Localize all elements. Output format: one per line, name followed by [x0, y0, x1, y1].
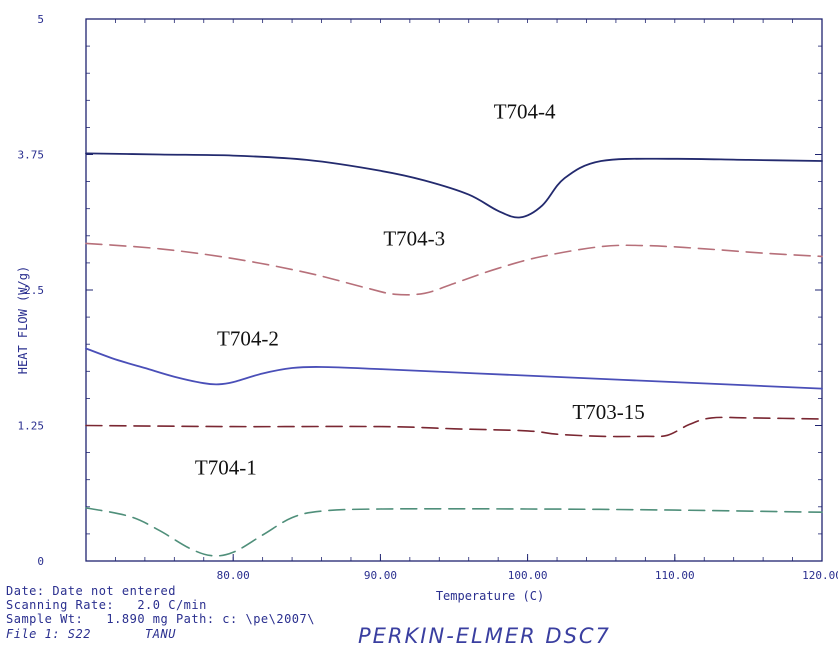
series-line-t704-2: [85, 347, 823, 390]
instrument-brand: PERKIN-ELMER DSC7: [358, 624, 611, 648]
footer-file: File 1: S22 TANU: [6, 627, 176, 641]
curve-label-t703-15: T703-15: [572, 400, 644, 424]
x-tick-label: 90.00: [364, 569, 397, 582]
x-tick-label: 80.00: [217, 569, 250, 582]
y-axis-title: HEAT FLOW (W/g): [16, 266, 30, 374]
x-tick-label: 110.00: [655, 569, 695, 582]
curve-label-t704-4: T704-4: [494, 100, 556, 124]
x-tick-label: 120.00: [802, 569, 838, 582]
curve-label-t704-1: T704-1: [195, 455, 257, 479]
curve-label-t704-3: T704-3: [383, 227, 445, 251]
series-line-t704-3: [85, 242, 823, 296]
series-line-t704-1: [85, 507, 823, 557]
series-line-t704-4: [85, 152, 823, 219]
footer-scanning-rate: Scanning Rate: 2.0 C/min: [6, 598, 207, 612]
y-tick-label: 2.5: [24, 284, 44, 297]
plot-frame: [85, 18, 823, 562]
series-line-t703-15: [85, 416, 823, 438]
x-tick-label: 100.00: [508, 569, 548, 582]
y-tick-label: 0: [37, 555, 44, 568]
y-tick-label: 5: [37, 13, 44, 26]
footer-sample-weight: Sample Wt: 1.890 mg Path: c: \pe\2007\: [6, 612, 315, 626]
y-tick-label: 1.25: [18, 420, 45, 433]
curve-label-t704-2: T704-2: [217, 326, 279, 350]
x-axis-title: Temperature (C): [436, 589, 544, 603]
footer-date: Date: Date not entered: [6, 584, 176, 598]
y-tick-label: 3.75: [18, 149, 45, 162]
